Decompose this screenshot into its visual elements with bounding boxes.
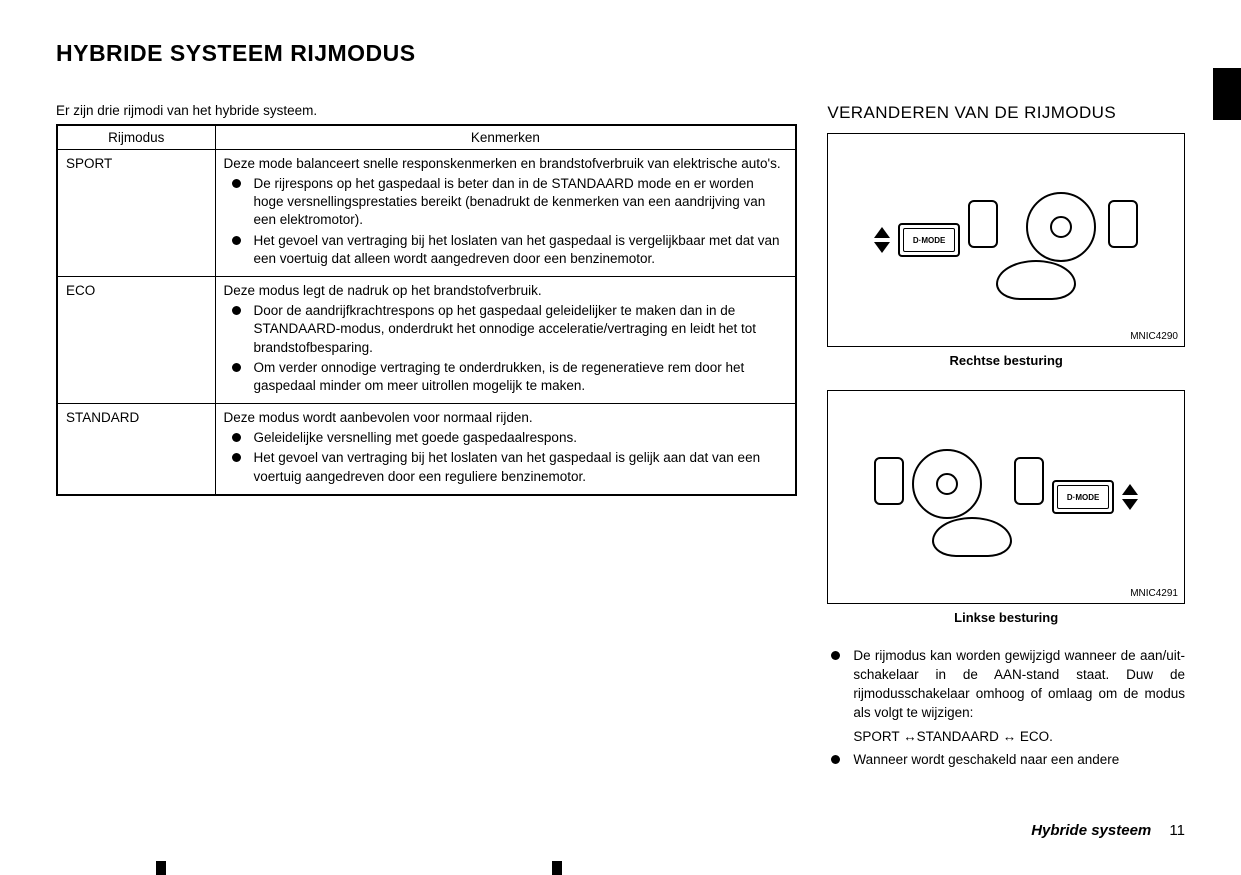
mode-sequence: SPORT ↔STANDAARD ↔ ECO. xyxy=(853,727,1185,747)
feature-bullet: Om verder onnodige vertraging te onderdr… xyxy=(230,359,788,395)
intro-text: Er zijn drie rijmodi van het hybride sys… xyxy=(56,103,797,118)
arrows-icon xyxy=(1122,484,1138,510)
mode-desc: Deze modus wordt aanbevolen voor normaal… xyxy=(224,410,788,425)
crop-mark-icon xyxy=(552,861,562,875)
mode-desc: Deze mode balanceert snelle responskenme… xyxy=(224,156,788,171)
table-header-mode: Rijmodus xyxy=(57,125,215,150)
figure-caption: Rechtse besturing xyxy=(827,353,1185,368)
feature-bullet: Het gevoel van vertraging bij het loslat… xyxy=(230,449,788,485)
right-column: VERANDEREN VAN DE RIJMODUS D·MODE xyxy=(827,103,1185,774)
mode-features: Deze mode balanceert snelle responskenme… xyxy=(215,150,796,277)
feature-bullet: Door de aandrijfkrachtrespons op het gas… xyxy=(230,302,788,357)
table-row: SPORT Deze mode balanceert snelle respon… xyxy=(57,150,796,277)
page-footer: Hybride systeem 11 xyxy=(1031,822,1185,839)
figure-code: MNIC4291 xyxy=(1130,588,1178,599)
dmode-switch-icon: D·MODE xyxy=(898,223,960,257)
crop-mark-icon xyxy=(156,861,166,875)
page-body: HYBRIDE SYSTEEM RIJMODUS Er zijn drie ri… xyxy=(0,0,1241,774)
feature-bullet: Geleidelijke versnelling met goede gaspe… xyxy=(230,429,788,447)
table-header-features: Kenmerken xyxy=(215,125,796,150)
dashboard-rhd-icon xyxy=(968,180,1138,300)
figure-caption: Linkse besturing xyxy=(827,610,1185,625)
right-bullet-list: De rijmodus kan worden gewijzigd wanneer… xyxy=(827,647,1185,770)
right-bullet: Wanneer wordt geschakeld naar een andere xyxy=(827,751,1185,770)
footer-page-number: 11 xyxy=(1169,822,1185,839)
right-bullet: De rijmodus kan worden gewijzigd wanneer… xyxy=(827,647,1185,747)
main-heading: HYBRIDE SYSTEEM RIJMODUS xyxy=(56,40,1185,67)
side-tab-marker xyxy=(1213,68,1241,120)
dashboard-lhd-icon xyxy=(874,437,1044,557)
content-columns: Er zijn drie rijmodi van het hybride sys… xyxy=(56,103,1185,774)
mode-desc: Deze modus legt de nadruk op het brandst… xyxy=(224,283,788,298)
feature-bullet: De rijrespons op het gaspedaal is beter … xyxy=(230,175,788,230)
arrows-icon xyxy=(874,227,890,253)
mode-name: ECO xyxy=(57,277,215,404)
mode-name: STANDARD xyxy=(57,404,215,495)
bullet-text: De rijmodus kan worden gewijzigd wanneer… xyxy=(853,648,1185,720)
figure-lhd: D·MODE MNIC4291 xyxy=(827,390,1185,604)
mode-name: SPORT xyxy=(57,150,215,277)
table-row: ECO Deze modus legt de nadruk op het bra… xyxy=(57,277,796,404)
right-heading: VERANDEREN VAN DE RIJMODUS xyxy=(827,103,1185,123)
drive-mode-table: Rijmodus Kenmerken SPORT Deze mode balan… xyxy=(56,124,797,496)
table-row: STANDARD Deze modus wordt aanbevolen voo… xyxy=(57,404,796,495)
left-column: Er zijn drie rijmodi van het hybride sys… xyxy=(56,103,797,774)
feature-bullet: Het gevoel van vertraging bij het loslat… xyxy=(230,232,788,268)
footer-section: Hybride systeem xyxy=(1031,822,1151,839)
dmode-switch-icon: D·MODE xyxy=(1052,480,1114,514)
figure-rhd: D·MODE MNIC4290 xyxy=(827,133,1185,347)
figure-code: MNIC4290 xyxy=(1130,331,1178,342)
mode-features: Deze modus wordt aanbevolen voor normaal… xyxy=(215,404,796,495)
mode-features: Deze modus legt de nadruk op het brandst… xyxy=(215,277,796,404)
